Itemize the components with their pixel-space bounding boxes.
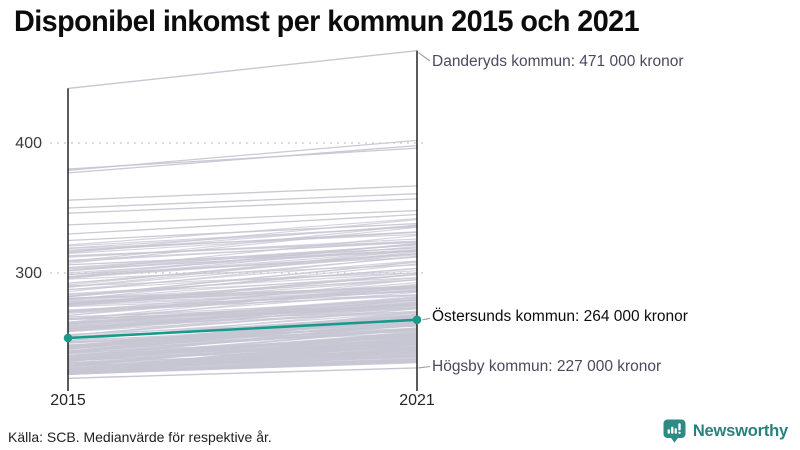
x-axis-tick-label-2015: 2015 [50,392,86,409]
x-axis-tick-label-2021: 2021 [399,392,435,409]
annotation-ostersund: Östersunds kommun: 264 000 kronor [432,308,688,325]
source-note: Källa: SCB. Medianvärde för respektive å… [8,429,272,445]
annotation-danderyd: Danderyds kommun: 471 000 kronor [432,53,684,70]
annotation-hogsby: Högsby kommun: 227 000 kronor [432,358,662,375]
y-axis-tick-label-300: 300 [15,265,42,282]
newsworthy-brand: Newsworthy [663,419,788,444]
newsworthy-logo-text: Newsworthy [692,422,788,440]
y-axis-tick-label-400: 400 [15,135,42,152]
newsworthy-logo-icon [663,419,686,443]
chart-title: Disponibel inkomst per kommun 2015 och 2… [14,5,640,38]
